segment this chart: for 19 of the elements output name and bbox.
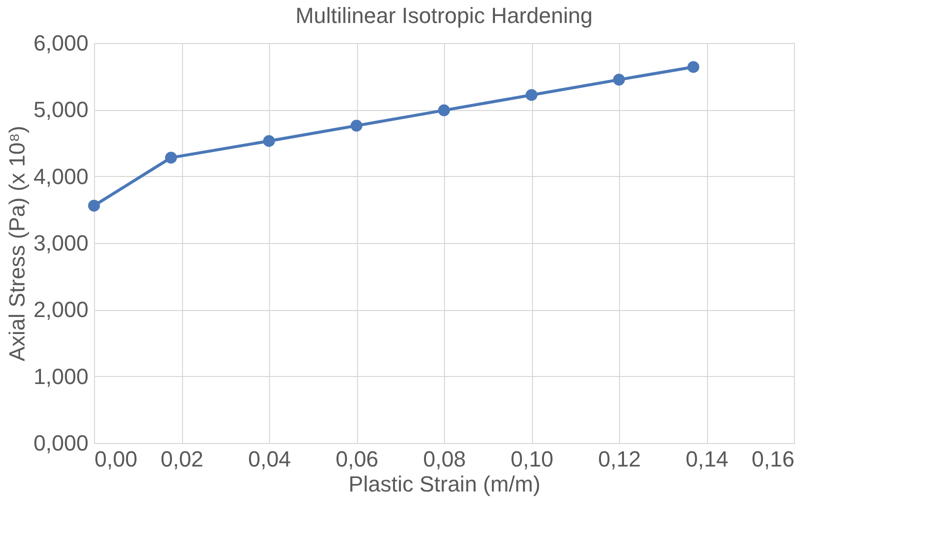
x-tick-label: 0,00 (94, 446, 138, 472)
y-axis-title: Axial Stress (Pa) (x 10⁸) (4, 126, 30, 362)
x-tick-label: 0,14 (686, 446, 728, 472)
x-tick-label: 0,04 (248, 446, 291, 472)
y-tick-label: 5,000 (33, 97, 88, 122)
x-tick-label: 0,02 (160, 446, 204, 472)
y-tick-label: 6,000 (33, 30, 88, 56)
x-tick-label: 0,10 (510, 446, 554, 472)
y-tick-label: 0,000 (33, 430, 88, 456)
y-tick-label: 4,000 (33, 164, 88, 189)
y-tick-label: 3,000 (33, 230, 88, 256)
y-tick-label: 1,000 (33, 364, 88, 389)
x-axis-title: Plastic Strain (m/m) (348, 472, 540, 496)
x-tick-label: 0,06 (336, 446, 378, 472)
chart-title: Multilinear Isotropic Hardening (295, 3, 593, 28)
x-tick-label: 0,12 (598, 446, 641, 472)
x-tick-label: 0,08 (423, 446, 466, 472)
y-tick-label: 2,000 (33, 297, 88, 322)
x-tick-label: 0,16 (752, 446, 794, 472)
